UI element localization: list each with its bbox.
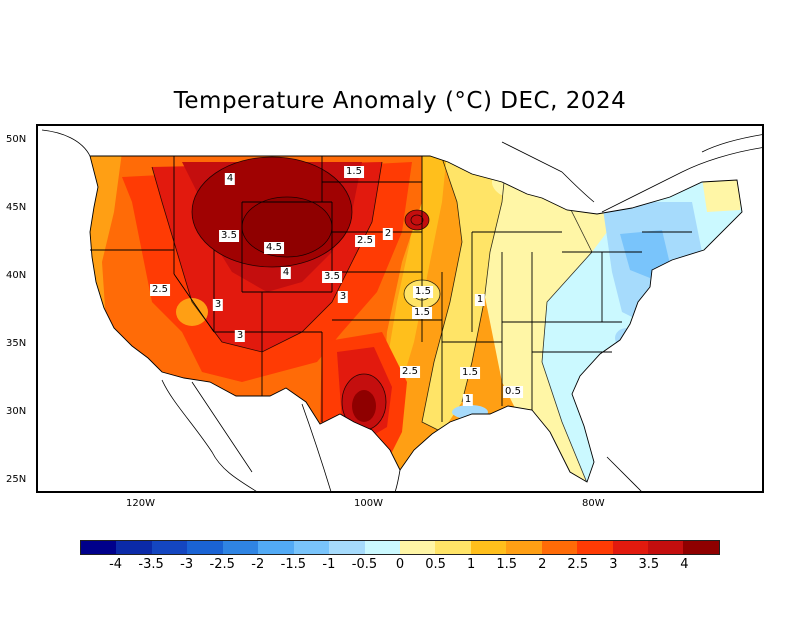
contour-label: 0.5 (503, 386, 523, 398)
colorbar-tick-label: 1 (466, 557, 476, 572)
colorbar-tick-label: -3 (180, 557, 194, 572)
colorbar-tick-label: -1 (322, 557, 336, 572)
colorbar-swatch (116, 541, 152, 554)
anomaly-map (36, 124, 764, 493)
lat-label-50n: 50N (6, 134, 27, 145)
colorbar-tick-label: -2.5 (209, 557, 235, 572)
contour-label: 2.5 (355, 235, 375, 247)
contour-label: 3 (212, 299, 224, 311)
contour-label: 1.5 (412, 307, 432, 319)
colorbar-tick-label: 0 (395, 557, 405, 572)
contour-label: 3 (337, 291, 349, 303)
contour-label: 2.5 (150, 284, 170, 296)
colorbar-tick-label: 0.5 (425, 557, 446, 572)
lat-label-30n: 30N (6, 406, 27, 417)
contour-label: 3.5 (322, 271, 342, 283)
colorbar-swatch (506, 541, 542, 554)
contour-label: 1.5 (460, 367, 480, 379)
contour-label: 1 (474, 294, 486, 306)
colorbar-tick-label: 3.5 (638, 557, 660, 572)
colorbar-swatch (187, 541, 223, 554)
colorbar-tick-label: -0.5 (351, 557, 378, 572)
map-title: Temperature Anomaly (°C) DEC, 2024 (173, 88, 627, 114)
contour-label: 4 (280, 267, 292, 279)
colorbar-tick-label: 2.5 (567, 557, 589, 572)
colorbar-tick-label: 4 (680, 557, 689, 572)
contour-label: 3.5 (219, 230, 239, 242)
colorbar-swatch (577, 541, 613, 554)
colorbar-tick-label: 1.5 (496, 557, 517, 572)
colorbar (80, 540, 720, 555)
coastlines (41, 129, 762, 491)
colorbar-tick-label: 3 (609, 557, 618, 572)
colorbar-swatch (648, 541, 684, 554)
contour-label: 3 (234, 330, 246, 342)
lon-label-80w: 80W (582, 498, 605, 509)
colorbar-swatch (541, 541, 578, 554)
colorbar-swatch (258, 541, 294, 554)
colorbar-tick-label: -4 (109, 557, 123, 572)
lat-label-35n: 35N (6, 338, 27, 349)
colorbar-swatch (399, 541, 436, 554)
lat-label-25n: 25N (6, 474, 27, 485)
colorbar-swatch (612, 541, 648, 554)
colorbar-tick-label: -1.5 (280, 557, 307, 572)
contour-label: 1.5 (413, 286, 433, 298)
colorbar-swatch (683, 541, 719, 554)
colorbar-tick-label: 2 (538, 557, 547, 572)
colorbar-swatch (293, 541, 330, 554)
contour-label: 1.5 (344, 166, 364, 178)
contour-label: 2 (382, 228, 394, 240)
colorbar-swatch (435, 541, 471, 554)
contour-label: 2.5 (400, 366, 420, 378)
lat-label-40n: 40N (6, 270, 27, 281)
contour-label: 4 (224, 173, 236, 185)
colorbar-swatch (470, 541, 507, 554)
colorbar-swatch (329, 541, 365, 554)
colorbar-tick-label: -3.5 (138, 557, 164, 572)
colorbar-swatch (151, 541, 188, 554)
contour-label: 4.5 (264, 242, 284, 254)
map-svg (41, 129, 762, 491)
colorbar-swatch (222, 541, 259, 554)
anomaly-field (90, 156, 742, 482)
state-boundaries (89, 155, 743, 483)
lat-label-45n: 45N (6, 202, 27, 213)
lon-label-120w: 120W (126, 498, 155, 509)
colorbar-swatch (81, 541, 117, 554)
colorbar-tick-label: -2 (251, 557, 265, 572)
lon-label-100w: 100W (354, 498, 383, 509)
contour-label: 1 (462, 394, 474, 406)
colorbar-swatch (364, 541, 400, 554)
